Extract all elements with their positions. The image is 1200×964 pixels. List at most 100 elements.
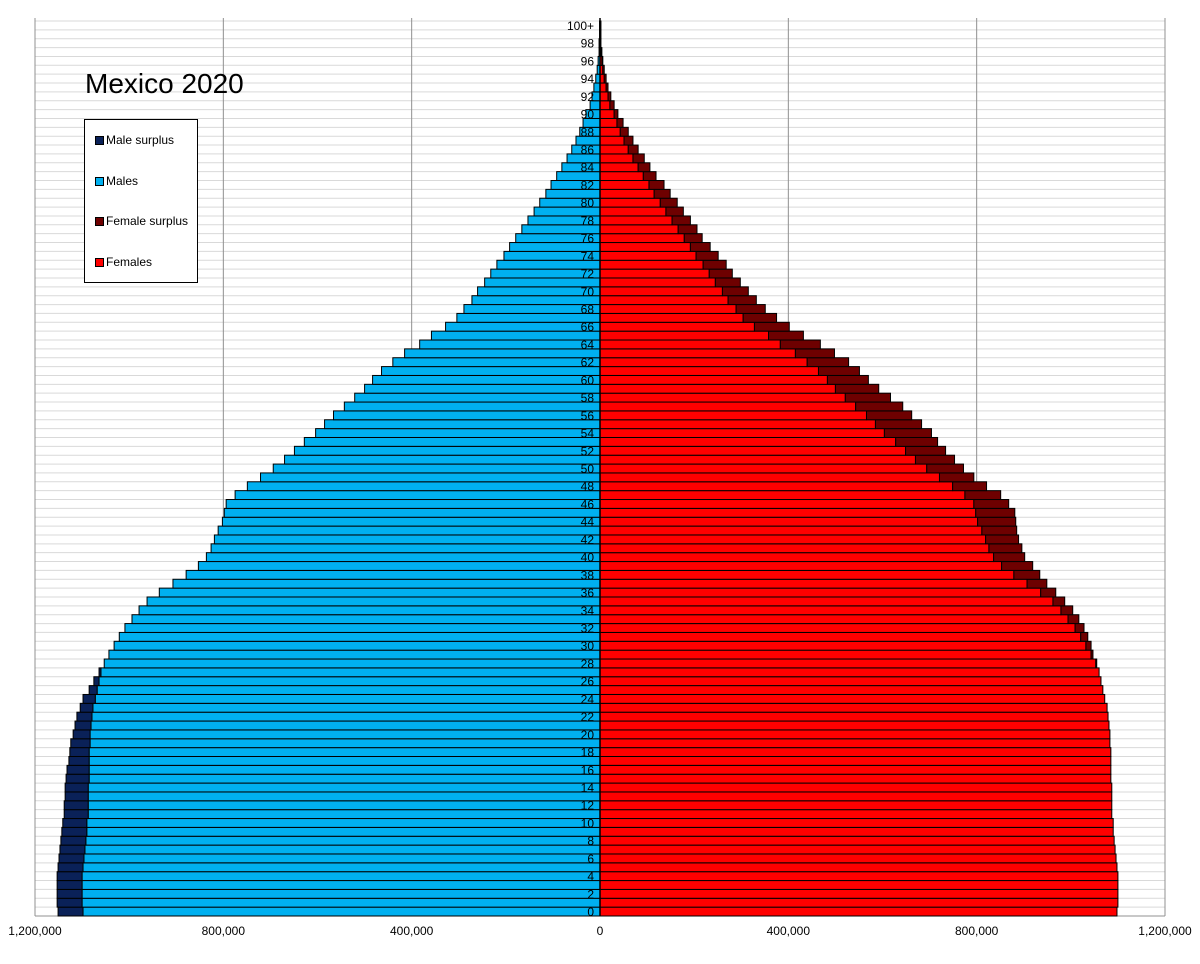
female-bar	[599, 445, 907, 456]
female-bar	[599, 755, 1112, 766]
female-bar	[599, 862, 1118, 873]
age-tick-label: 62	[581, 356, 595, 370]
female-bar	[599, 596, 1054, 607]
male-bar	[333, 410, 601, 421]
age-tick-label: 70	[581, 285, 595, 299]
female-bar	[599, 197, 661, 208]
female-surplus-bar	[671, 215, 691, 226]
female-bar	[599, 676, 1102, 687]
legend-label: Male surplus	[106, 133, 175, 147]
male-bar	[90, 720, 601, 731]
female-bar	[599, 259, 704, 270]
female-bar	[599, 162, 639, 173]
male-bar	[84, 844, 601, 855]
female-surplus-bar	[834, 383, 880, 394]
male-bar	[124, 623, 601, 633]
age-tick-label: 28	[581, 657, 595, 671]
female-surplus-bar	[619, 126, 629, 137]
age-tick-label: 74	[581, 249, 595, 263]
male-bar	[260, 472, 601, 483]
female-surplus-bar	[973, 499, 1010, 509]
female-bar	[599, 578, 1028, 589]
female-bar	[599, 800, 1113, 811]
age-tick-label: 38	[581, 568, 595, 582]
age-tick-label: 6	[587, 852, 594, 866]
female-bar	[599, 507, 977, 518]
x-tick-label: 800,000	[202, 924, 246, 938]
female-bar	[599, 454, 916, 465]
male-surplus-bar	[62, 818, 88, 828]
female-surplus-bar	[806, 357, 850, 368]
age-tick-label: 12	[581, 799, 595, 813]
female-surplus-bar	[844, 392, 892, 403]
female-bar	[599, 906, 1118, 917]
female-bar	[599, 569, 1015, 580]
age-tick-label: 34	[581, 604, 595, 618]
age-tick-label: 88	[581, 125, 595, 139]
male-bar	[315, 428, 601, 438]
legend-label: Female surplus	[106, 214, 189, 228]
male-bar	[138, 605, 601, 616]
age-tick-label: 48	[581, 480, 595, 494]
male-bar	[246, 481, 601, 492]
male-bar	[213, 534, 601, 545]
female-surplus-bar	[653, 188, 671, 199]
male-bar	[89, 729, 601, 740]
male-surplus-bar	[63, 800, 89, 811]
female-surplus-bar	[602, 64, 605, 75]
female-bar	[599, 853, 1117, 864]
male-bar	[392, 357, 601, 368]
age-tick-label: 42	[581, 533, 595, 547]
female-surplus-bar	[648, 180, 665, 190]
male-bar	[89, 738, 601, 749]
x-tick-label: 400,000	[390, 924, 434, 938]
female-bar	[599, 888, 1119, 899]
male-bar	[463, 304, 601, 314]
x-tick-label: 400,000	[767, 924, 811, 938]
male-bar	[113, 640, 601, 651]
male-surplus-bar	[72, 729, 91, 740]
male-bar	[284, 454, 601, 465]
male-bar	[88, 755, 601, 766]
x-tick-label: 800,000	[955, 924, 999, 938]
age-tick-label: 24	[581, 692, 595, 706]
age-tick-label: 8	[587, 834, 594, 848]
female-surplus-bar	[623, 135, 634, 146]
female-bar	[599, 605, 1062, 616]
female-bar	[599, 250, 697, 261]
male-bar	[131, 614, 601, 625]
female-surplus-bar	[642, 171, 657, 182]
male-surplus-bar	[69, 747, 90, 757]
female-bar	[599, 117, 618, 128]
age-tick-label: 26	[581, 675, 595, 689]
male-bar	[81, 888, 601, 899]
female-surplus-bar	[905, 445, 947, 456]
male-bar	[324, 419, 601, 430]
male-bar	[593, 82, 601, 93]
female-bar	[599, 233, 685, 244]
female-bar	[599, 747, 1112, 757]
female-bar	[599, 658, 1097, 669]
male-surplus-bar	[59, 844, 86, 855]
male-bar	[100, 667, 601, 678]
male-bar	[225, 499, 601, 509]
male-bar	[303, 436, 601, 447]
age-tick-label: 56	[581, 409, 595, 423]
female-bar	[599, 126, 621, 137]
male-bar	[354, 392, 601, 403]
male-bar	[146, 596, 601, 607]
female-bar	[599, 897, 1119, 908]
female-surplus-bar	[779, 339, 821, 350]
female-surplus-bar	[605, 82, 609, 93]
female-surplus-bar	[600, 47, 603, 57]
female-surplus-bar	[735, 304, 766, 314]
female-bar	[599, 419, 876, 430]
age-tick-label: 54	[581, 427, 595, 441]
female-bar	[599, 640, 1087, 651]
male-bar	[82, 862, 601, 873]
age-tick-label: 84	[581, 161, 595, 175]
male-bar	[81, 897, 601, 908]
female-surplus-bar	[964, 490, 1002, 501]
female-bar	[599, 481, 954, 492]
female-bar	[599, 109, 615, 119]
